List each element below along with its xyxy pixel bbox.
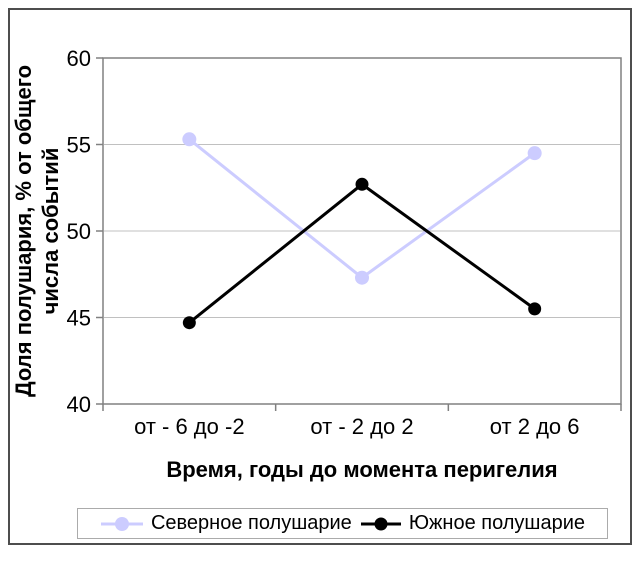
data-point-series-1 xyxy=(355,177,369,191)
legend-item-northern: Северное полушарие xyxy=(100,512,352,535)
y-tick-label: 50 xyxy=(67,219,91,244)
y-axis-title-line2: числа событий xyxy=(38,147,63,315)
data-point-series-0 xyxy=(527,146,542,161)
legend-marker-southern-icon xyxy=(360,517,401,530)
legend: Северное полушарие Южное полушарие xyxy=(77,508,608,539)
x-category-label: от - 6 до -2 xyxy=(134,414,244,439)
legend-item-southern: Южное полушарие xyxy=(360,512,585,535)
data-point-series-1 xyxy=(182,316,196,330)
x-category-label: от 2 до 6 xyxy=(490,414,580,439)
legend-label-northern: Северное полушарие xyxy=(150,512,352,534)
x-category-label: от - 2 до 2 xyxy=(310,414,413,439)
data-point-series-0 xyxy=(355,270,369,285)
legend-label-southern: Южное полушарие xyxy=(408,512,586,534)
y-axis-title-line1: Доля полушария, % от общего xyxy=(11,64,36,398)
y-tick-label: 40 xyxy=(67,392,91,417)
y-tick-label: 45 xyxy=(67,306,91,331)
y-tick-label: 55 xyxy=(67,133,91,158)
data-point-series-1 xyxy=(528,302,542,316)
data-point-series-0 xyxy=(182,132,197,147)
y-tick-label: 60 xyxy=(67,46,91,71)
x-axis-title: Время, годы до момента перигелия xyxy=(166,457,558,482)
y-axis-title: Доля полушария, % от общего числа событи… xyxy=(10,31,68,431)
legend-marker-northern-icon xyxy=(100,516,143,531)
